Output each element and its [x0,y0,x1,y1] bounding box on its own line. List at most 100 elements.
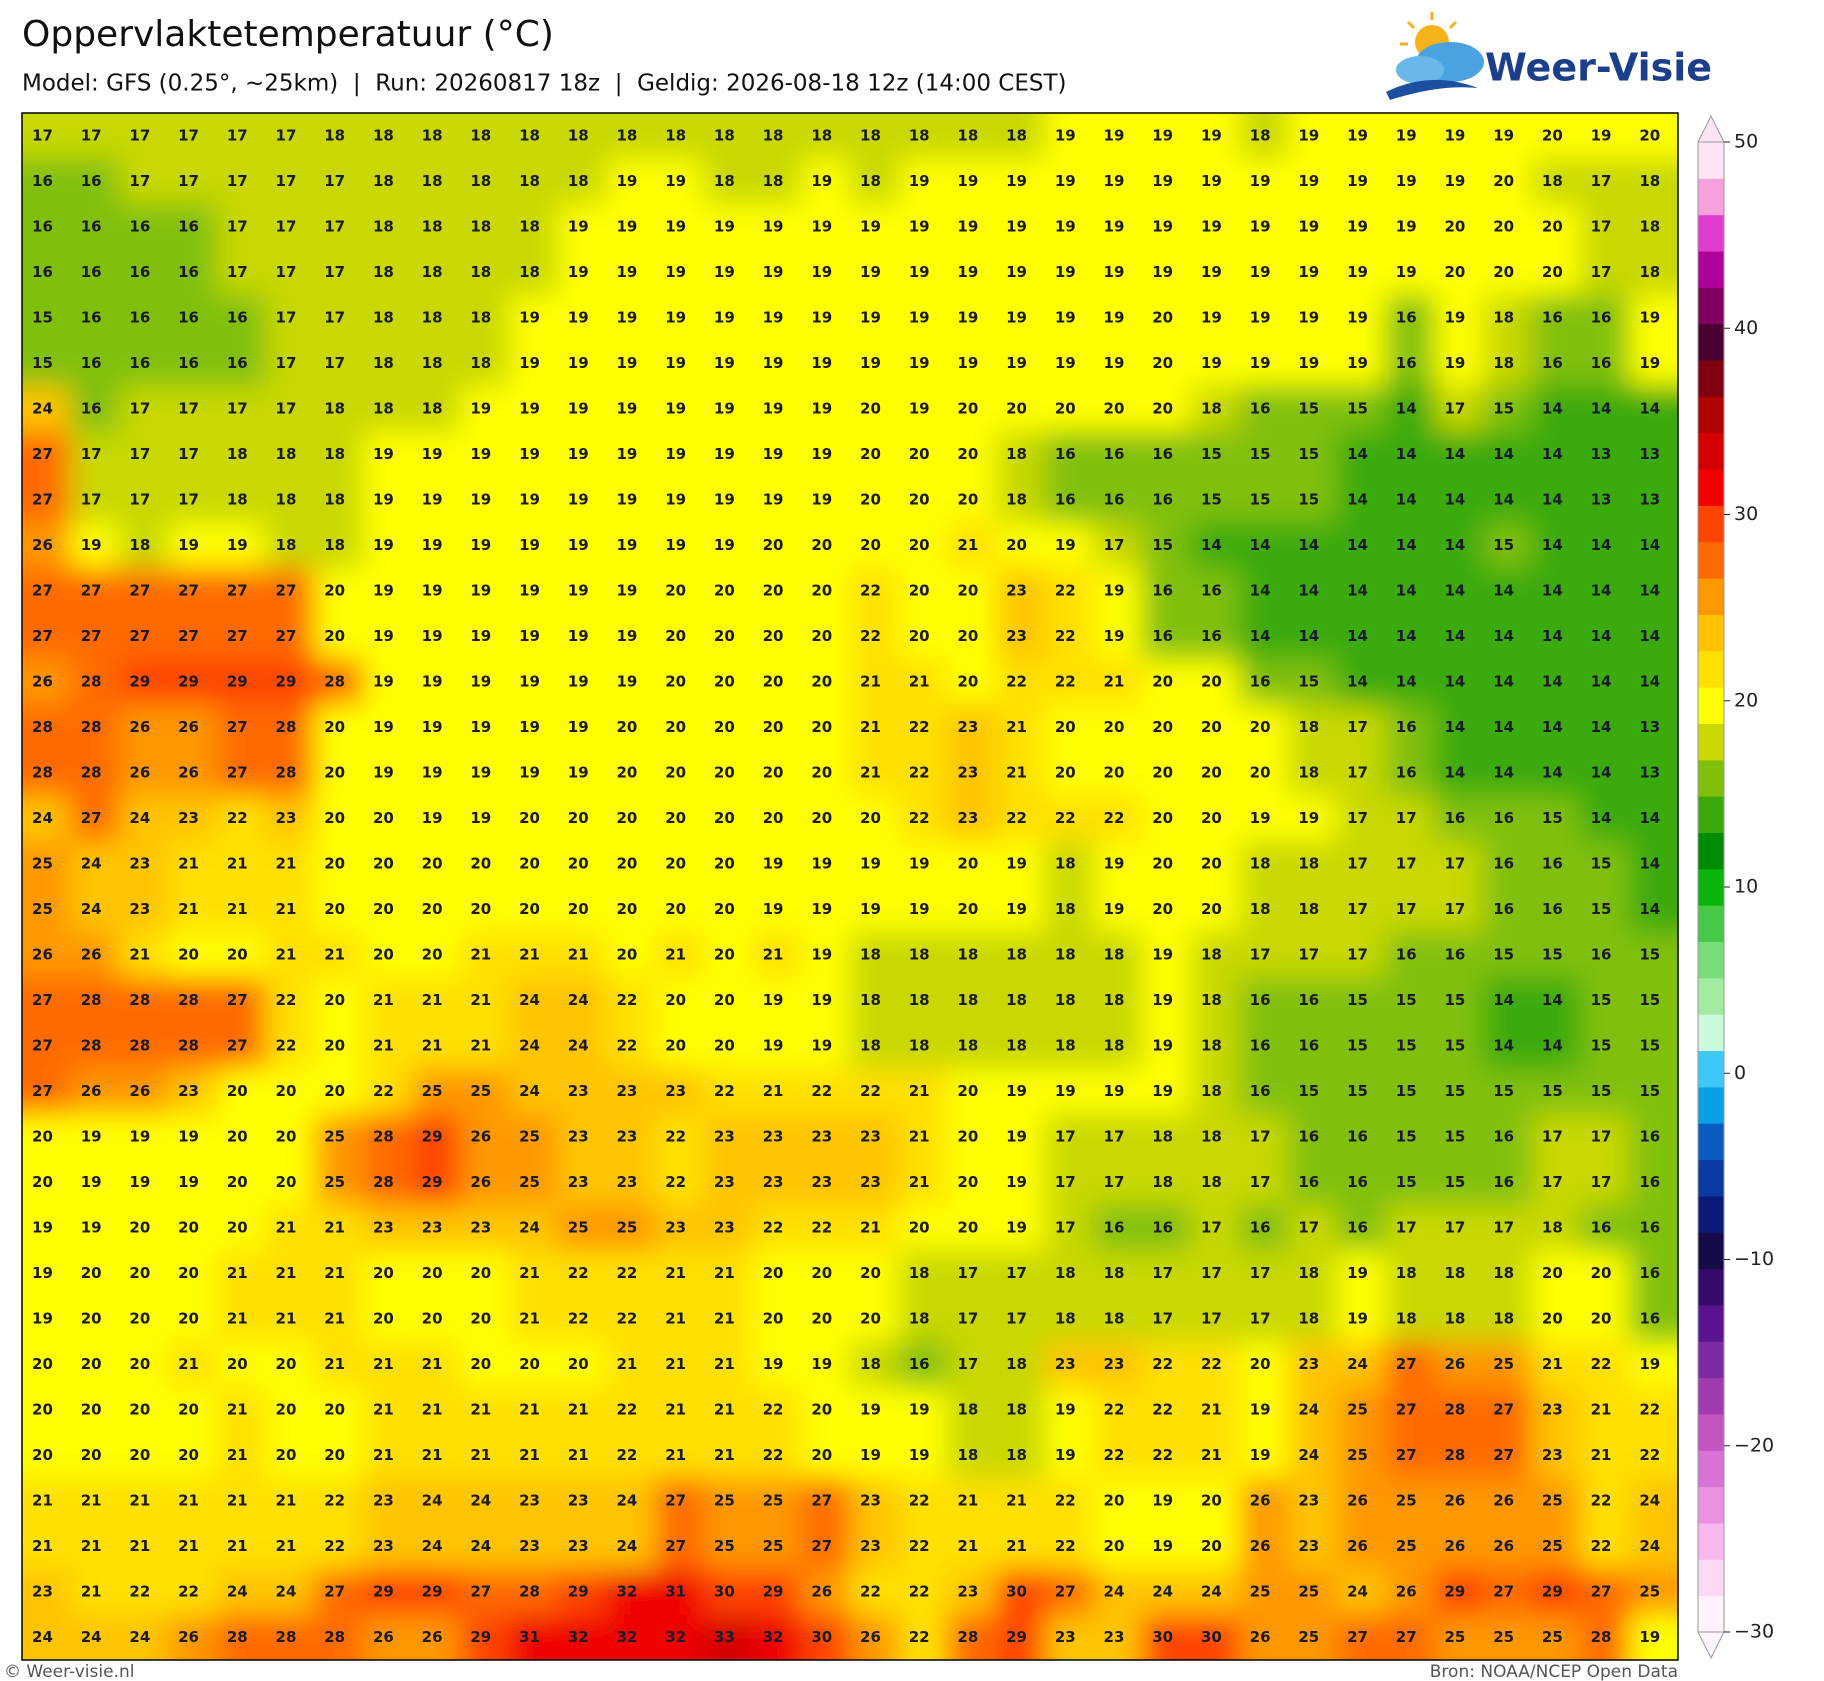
temperature-label: 21 [227,1491,248,1509]
temperature-label: 18 [1152,1173,1173,1191]
temperature-label: 32 [568,1628,589,1646]
temperature-label: 17 [81,445,102,463]
temperature-cell [606,113,657,160]
temperature-label: 19 [227,536,248,554]
colorbar-segment [1698,905,1724,943]
temperature-label: 15 [1493,945,1514,963]
temperature-label: 15 [1396,1173,1417,1191]
temperature-label: 20 [1201,1491,1222,1509]
temperature-cell [557,477,608,524]
temperature-label: 18 [1006,1036,1027,1054]
temperature-cell [557,659,608,706]
temperature-cell [1288,1205,1339,1252]
temperature-cell [1337,1614,1387,1660]
temperature-cell [70,204,121,251]
temperature-label: 25 [763,1491,784,1509]
temperature-label: 19 [763,1036,784,1054]
temperature-cell [168,1159,218,1206]
temperature-cell [1288,431,1339,478]
temperature-cell [557,1159,608,1206]
temperature-label: 24 [568,991,589,1009]
temperature-label: 20 [1542,126,1563,144]
temperature-label: 18 [373,172,394,190]
temperature-label: 20 [763,536,784,554]
temperature-label: 23 [129,900,150,918]
temperature-label: 15 [1347,991,1368,1009]
temperature-cell [1337,1205,1387,1252]
temperature-label: 17 [1347,900,1368,918]
temperature-cell [1434,340,1485,387]
temperature-label: 20 [1542,1309,1563,1327]
temperature-label: 20 [811,1264,832,1282]
temperature-cell [1142,932,1192,979]
temperature-cell [1483,1159,1533,1206]
temperature-cell [898,1478,949,1525]
colorbar-segment [1698,396,1724,434]
temperature-cell [22,1387,72,1434]
colorbar-segment [1698,214,1724,252]
temperature-cell [947,1250,998,1297]
temperature-cell [1434,386,1485,433]
temperature-label: 20 [957,672,978,690]
temperature-cell [119,977,170,1024]
temperature-label: 21 [909,1127,930,1145]
temperature-label: 18 [1006,126,1027,144]
temperature-label: 17 [1396,900,1417,918]
temperature-cell [898,977,949,1024]
temperature-cell [1337,704,1387,751]
temperature-cell [801,113,851,160]
temperature-cell [1483,1478,1533,1525]
temperature-label: 20 [665,809,686,827]
temperature-cell [216,795,267,842]
temperature-label: 21 [81,1491,102,1509]
temperature-cell [1385,1296,1436,1343]
temperature-label: 19 [811,945,832,963]
temperature-cell [1531,659,1582,706]
temperature-cell [752,1068,803,1115]
temperature-cell [557,1205,608,1252]
temperature-label: 15 [1347,1036,1368,1054]
temperature-label: 19 [1250,217,1271,235]
temperature-label: 20 [324,718,345,736]
temperature-cell [460,613,511,660]
temperature-label: 17 [129,399,150,417]
temperature-label: 20 [665,854,686,872]
temperature-label: 21 [129,945,150,963]
temperature-label: 19 [665,354,686,372]
temperature-cell [362,659,413,706]
temperature-label: 20 [665,672,686,690]
temperature-cell [1093,1478,1144,1525]
temperature-cell [1093,386,1144,433]
temperature-label: 24 [227,1582,248,1600]
colorbar-segment [1698,796,1724,833]
temperature-label: 20 [665,900,686,918]
temperature-cell [1629,1614,1678,1660]
temperature-cell [1288,522,1339,569]
temperature-cell [1044,886,1095,933]
temperature-cell [119,613,170,660]
temperature-label: 21 [81,1582,102,1600]
temperature-label: 20 [519,809,540,827]
temperature-cell [119,1387,170,1434]
temperature-label: 25 [1250,1582,1271,1600]
colorbar-segment [1698,1123,1724,1161]
temperature-cell [752,886,803,933]
temperature-label: 19 [909,1446,930,1464]
temperature-cell [1531,249,1582,296]
temperature-label: 25 [616,1218,637,1236]
temperature-label: 19 [422,490,443,508]
temperature-cell [752,1614,803,1660]
temperature-label: 21 [616,1355,637,1373]
temperature-label: 22 [373,1082,394,1100]
temperature-label: 15 [1396,1082,1417,1100]
temperature-label: 27 [1396,1400,1417,1418]
temperature-cell [703,1023,754,1070]
temperature-cell [752,1569,803,1616]
temperature-cell [898,795,949,842]
temperature-cell [703,704,754,751]
temperature-cell [1337,340,1387,387]
temperature-label: 26 [1444,1537,1465,1555]
temperature-cell [265,1159,316,1206]
temperature-label: 19 [422,445,443,463]
